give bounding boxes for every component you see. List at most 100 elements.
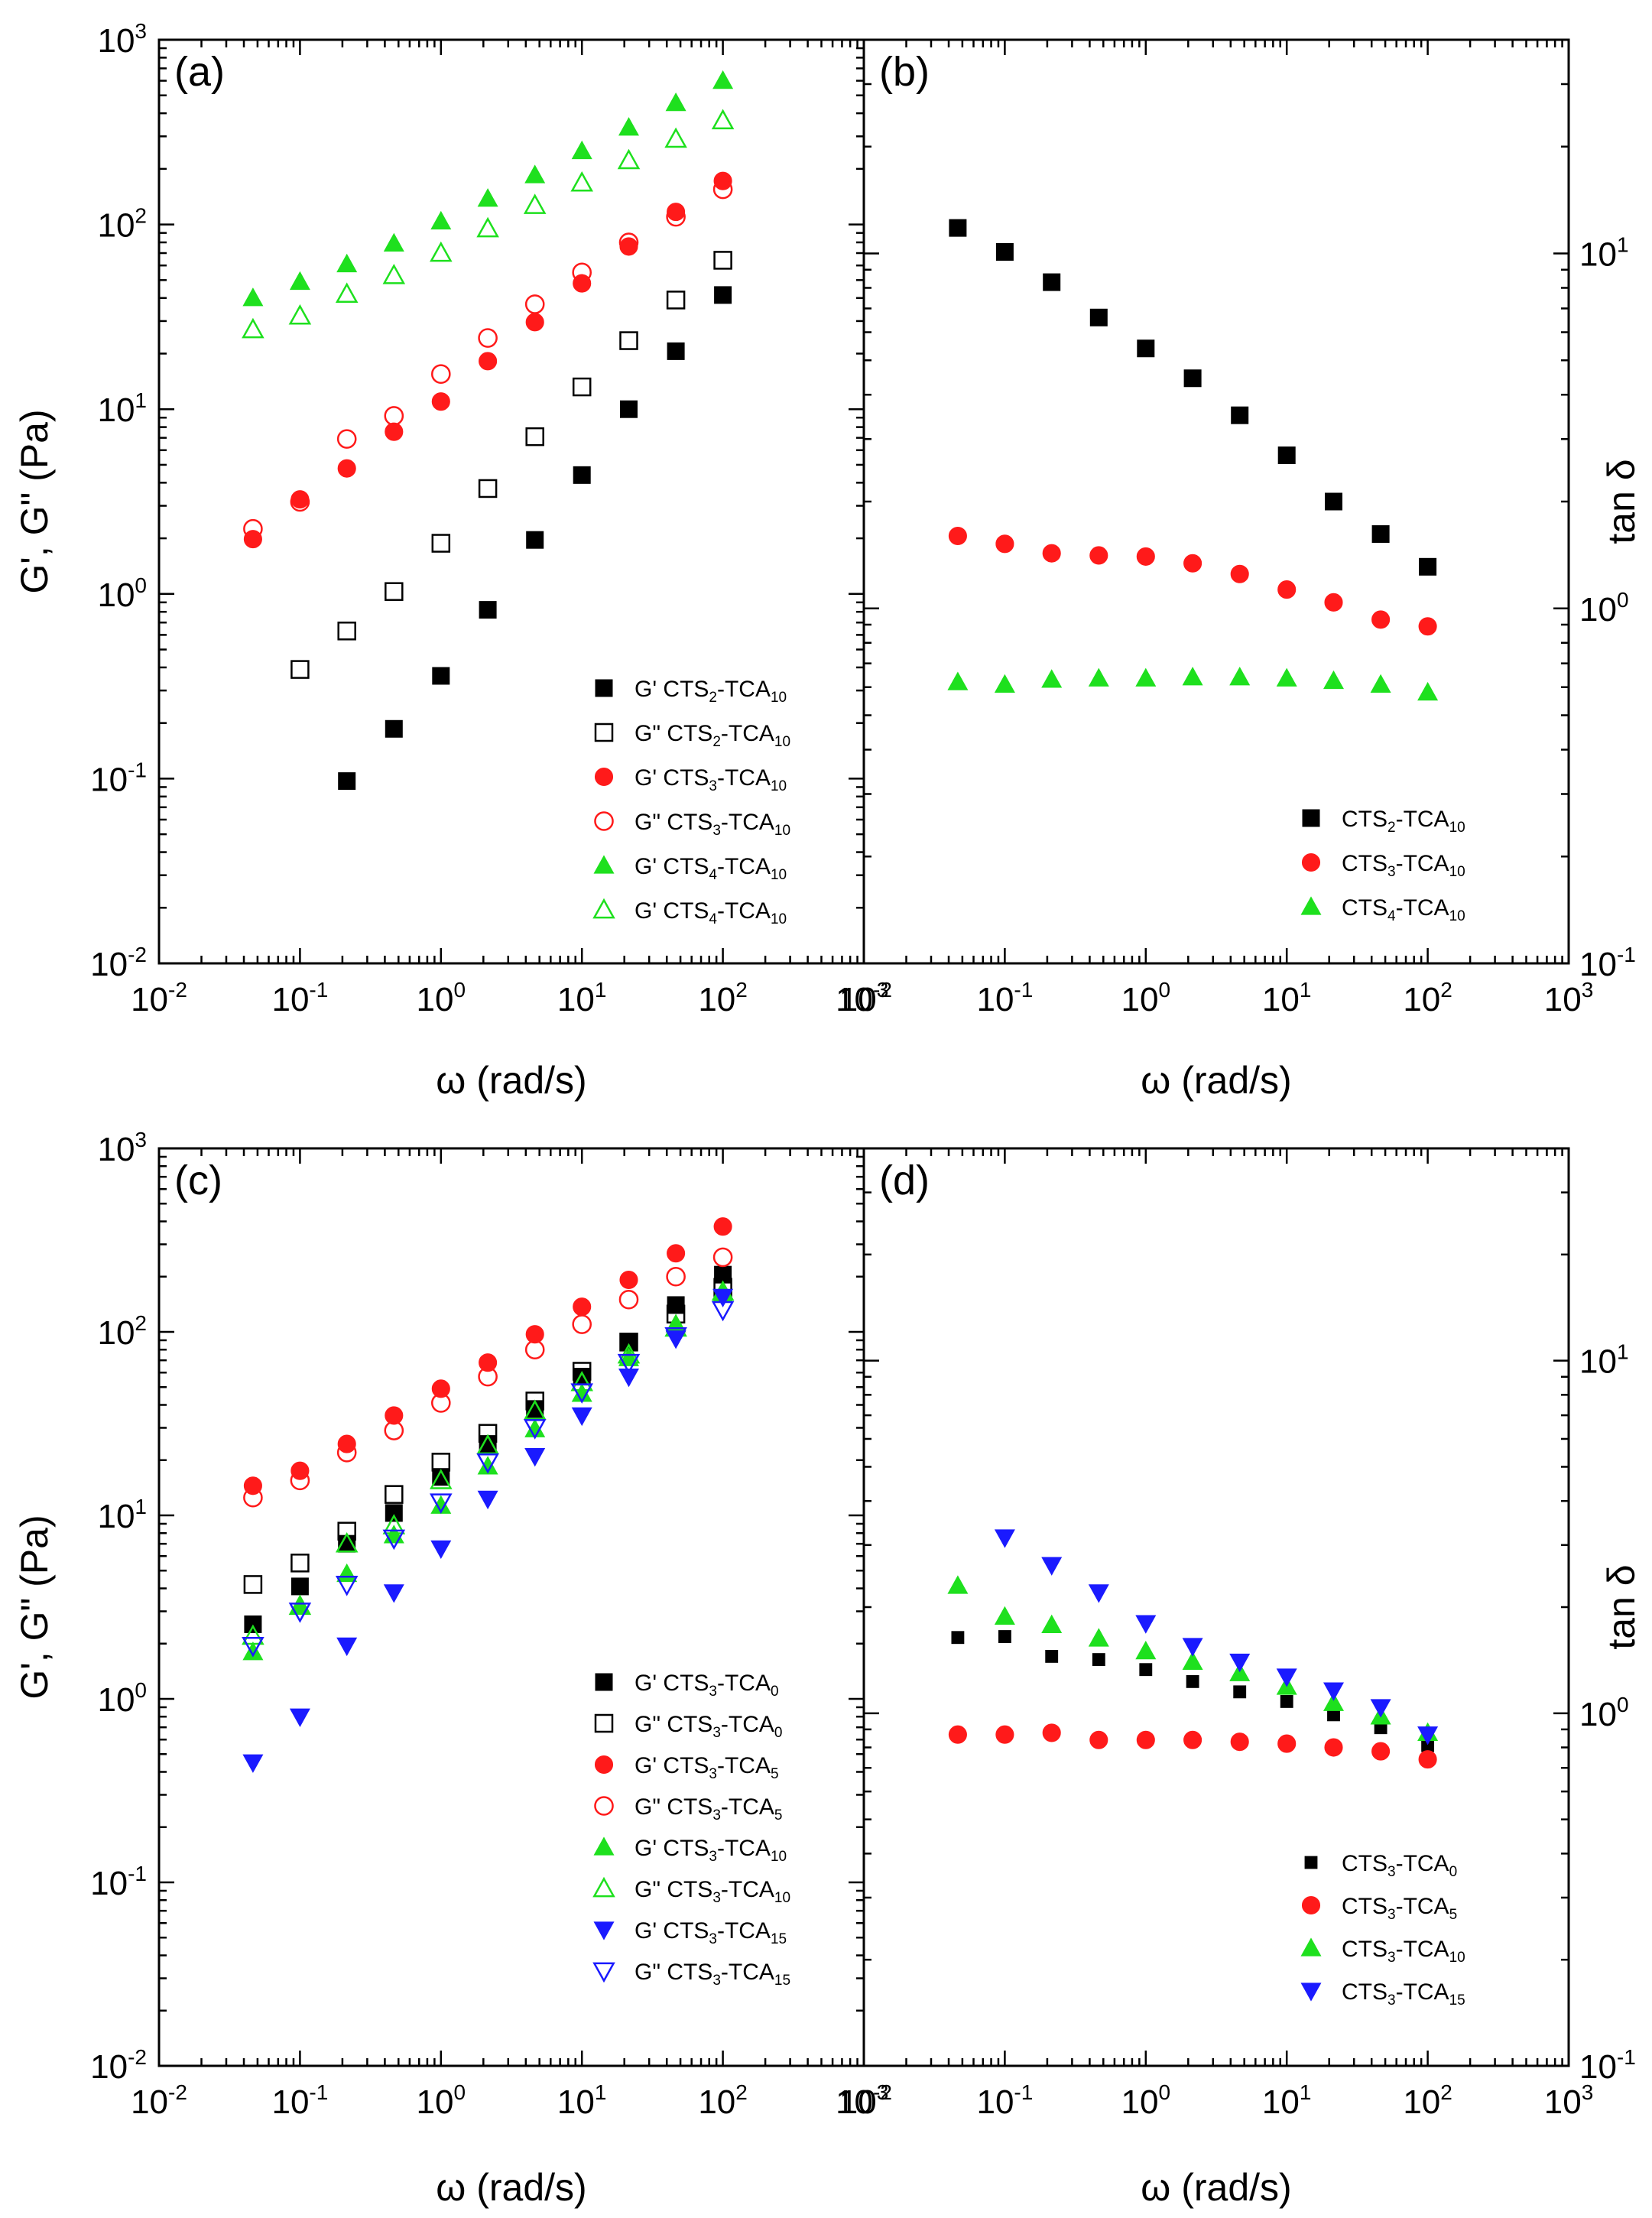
data-point-b-0 bbox=[1419, 557, 1437, 576]
data-point-d-0 bbox=[1092, 1653, 1105, 1667]
y-tick-label-c: 100 bbox=[97, 1678, 147, 1719]
data-point-c-7 bbox=[288, 1603, 312, 1623]
data-point-d-0 bbox=[1139, 1663, 1153, 1677]
data-point-b-2 bbox=[1041, 669, 1063, 688]
legend-label-d-2: CTS3-TCA10 bbox=[1342, 1937, 1465, 1966]
legend-label-b-0: CTS2-TCA10 bbox=[1342, 807, 1465, 836]
data-point-a-2 bbox=[385, 422, 404, 441]
data-point-c-6 bbox=[430, 1540, 452, 1559]
legend-marker-d-3 bbox=[1300, 1983, 1322, 2002]
data-point-a-2 bbox=[525, 313, 544, 332]
x-tick-label-c: 102 bbox=[698, 2080, 748, 2121]
data-point-c-2 bbox=[431, 1379, 450, 1398]
data-point-a-1 bbox=[337, 622, 356, 641]
data-point-d-2 bbox=[1323, 1692, 1345, 1711]
y-tick-label-a: 102 bbox=[97, 204, 147, 245]
data-point-b-1 bbox=[995, 534, 1014, 554]
data-point-c-3 bbox=[336, 1443, 357, 1463]
data-point-c-1 bbox=[290, 1554, 310, 1573]
legend-marker-c-6 bbox=[593, 1921, 615, 1940]
series-b-0 bbox=[949, 219, 1437, 576]
data-point-a-1 bbox=[431, 534, 451, 553]
data-point-b-2 bbox=[1323, 670, 1345, 690]
data-point-a-0 bbox=[573, 466, 591, 484]
legend-label-b-1: CTS3-TCA10 bbox=[1342, 851, 1465, 880]
data-point-a-1 bbox=[385, 582, 404, 601]
y-tick-label-c: 102 bbox=[97, 1311, 147, 1352]
y-axis-title-a: G', G" (Pa) bbox=[13, 409, 56, 593]
data-point-a-2 bbox=[573, 274, 592, 293]
legend-label-b-2: CTS4-TCA10 bbox=[1342, 895, 1465, 924]
data-point-a-4 bbox=[477, 188, 498, 207]
x-tick-label-b: 10-1 bbox=[976, 978, 1033, 1018]
data-point-c-0 bbox=[385, 1504, 403, 1522]
data-point-b-0 bbox=[1137, 339, 1155, 358]
x-tick-label-b: 101 bbox=[1262, 978, 1312, 1018]
series-c-1 bbox=[243, 1278, 732, 1594]
data-point-b-1 bbox=[1136, 547, 1155, 566]
data-point-c-2 bbox=[385, 1406, 404, 1425]
data-point-c-4 bbox=[618, 1347, 640, 1366]
series-a-4 bbox=[242, 70, 734, 307]
data-point-b-1 bbox=[1230, 564, 1249, 583]
data-point-a-0 bbox=[338, 772, 356, 791]
x-tick-label-d: 102 bbox=[1403, 2080, 1452, 2121]
data-point-a-0 bbox=[620, 400, 638, 418]
data-point-c-2 bbox=[713, 1217, 732, 1236]
data-point-a-2 bbox=[337, 459, 356, 478]
data-point-a-2 bbox=[243, 530, 262, 549]
data-point-a-0 bbox=[385, 719, 403, 738]
data-point-d-2 bbox=[1182, 1651, 1203, 1671]
x-axis-title-a: ω (rad/s) bbox=[436, 1059, 586, 1102]
x-tick-label-c: 10-2 bbox=[131, 2080, 187, 2121]
data-point-b-0 bbox=[1231, 406, 1249, 424]
data-point-d-1 bbox=[1183, 1730, 1202, 1749]
legend-label-c-5: G" CTS3-TCA10 bbox=[635, 1877, 790, 1906]
legend-label-c-1: G" CTS3-TCA0 bbox=[635, 1712, 782, 1741]
data-point-c-3 bbox=[243, 1487, 263, 1508]
data-point-a-5 bbox=[242, 317, 265, 339]
data-point-b-0 bbox=[1325, 492, 1343, 511]
data-point-a-1 bbox=[666, 291, 686, 310]
data-point-a-3 bbox=[336, 429, 357, 449]
data-point-c-5 bbox=[288, 1594, 312, 1616]
legend-marker-a-0 bbox=[595, 679, 613, 697]
data-point-d-1 bbox=[1136, 1730, 1155, 1749]
data-point-a-1 bbox=[478, 479, 498, 498]
data-point-b-2 bbox=[1276, 667, 1297, 687]
legend-marker-c-1 bbox=[594, 1713, 614, 1733]
y-axis-title-d: tan δ bbox=[1600, 1564, 1643, 1649]
data-point-c-7 bbox=[570, 1383, 593, 1404]
data-point-c-5 bbox=[617, 1343, 641, 1364]
y-tick-label-d: 100 bbox=[1579, 1693, 1629, 1733]
legend-marker-d-1 bbox=[1301, 1895, 1321, 1915]
data-point-a-1 bbox=[713, 251, 732, 270]
x-tick-label-a: 100 bbox=[417, 978, 466, 1018]
legend-label-d-3: CTS3-TCA15 bbox=[1342, 1979, 1465, 2009]
y-tick-label-d: 101 bbox=[1579, 1340, 1629, 1381]
panel-label-d: (d) bbox=[879, 1158, 930, 1203]
x-tick-label-d: 100 bbox=[1121, 2080, 1171, 2121]
data-point-c-0 bbox=[432, 1468, 450, 1486]
legend-marker-a-4 bbox=[593, 855, 615, 874]
x-tick-label-c: 103 bbox=[839, 2080, 889, 2121]
y-tick-label-a: 10-2 bbox=[90, 943, 147, 983]
data-point-b-1 bbox=[1089, 546, 1108, 565]
data-point-a-2 bbox=[431, 392, 450, 411]
data-point-b-0 bbox=[1089, 308, 1108, 326]
data-point-a-3 bbox=[524, 294, 545, 314]
data-point-a-5 bbox=[476, 216, 499, 238]
series-d-3 bbox=[994, 1529, 1439, 1745]
series-b-2 bbox=[947, 667, 1439, 701]
legend-label-a-1: G" CTS2-TCA10 bbox=[635, 721, 790, 750]
x-tick-label-b: 103 bbox=[1544, 978, 1594, 1018]
data-point-b-2 bbox=[1229, 667, 1251, 686]
data-point-c-0 bbox=[244, 1615, 262, 1633]
x-tick-label-c: 101 bbox=[557, 2080, 607, 2121]
data-point-a-4 bbox=[383, 232, 404, 252]
data-point-c-5 bbox=[430, 1469, 453, 1489]
data-point-d-1 bbox=[1042, 1723, 1061, 1742]
data-point-c-3 bbox=[524, 1340, 545, 1360]
